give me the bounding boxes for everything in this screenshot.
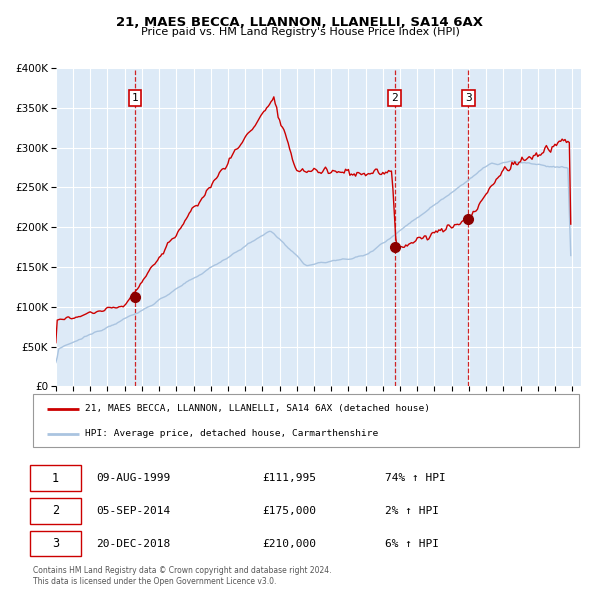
Text: 3: 3 xyxy=(52,537,59,550)
Text: 6% ↑ HPI: 6% ↑ HPI xyxy=(385,539,439,549)
Text: Price paid vs. HM Land Registry's House Price Index (HPI): Price paid vs. HM Land Registry's House … xyxy=(140,27,460,37)
Text: 21, MAES BECCA, LLANNON, LLANELLI, SA14 6AX: 21, MAES BECCA, LLANNON, LLANELLI, SA14 … xyxy=(116,16,484,29)
Text: 1: 1 xyxy=(132,93,139,103)
FancyBboxPatch shape xyxy=(33,394,579,447)
Text: 2: 2 xyxy=(391,93,398,103)
Text: £210,000: £210,000 xyxy=(262,539,316,549)
Text: £111,995: £111,995 xyxy=(262,473,316,483)
FancyBboxPatch shape xyxy=(30,530,80,556)
Text: 2% ↑ HPI: 2% ↑ HPI xyxy=(385,506,439,516)
Text: HPI: Average price, detached house, Carmarthenshire: HPI: Average price, detached house, Carm… xyxy=(85,430,378,438)
Text: 74% ↑ HPI: 74% ↑ HPI xyxy=(385,473,446,483)
Text: 20-DEC-2018: 20-DEC-2018 xyxy=(96,539,170,549)
Text: Contains HM Land Registry data © Crown copyright and database right 2024.: Contains HM Land Registry data © Crown c… xyxy=(33,566,331,575)
Text: 05-SEP-2014: 05-SEP-2014 xyxy=(96,506,170,516)
Text: 2: 2 xyxy=(52,504,59,517)
Text: £175,000: £175,000 xyxy=(262,506,316,516)
Text: 21, MAES BECCA, LLANNON, LLANELLI, SA14 6AX (detached house): 21, MAES BECCA, LLANNON, LLANELLI, SA14 … xyxy=(85,405,430,414)
Text: This data is licensed under the Open Government Licence v3.0.: This data is licensed under the Open Gov… xyxy=(33,577,277,586)
Text: 1: 1 xyxy=(52,471,59,484)
Text: 09-AUG-1999: 09-AUG-1999 xyxy=(96,473,170,483)
FancyBboxPatch shape xyxy=(30,498,80,524)
FancyBboxPatch shape xyxy=(30,465,80,491)
Text: 3: 3 xyxy=(465,93,472,103)
